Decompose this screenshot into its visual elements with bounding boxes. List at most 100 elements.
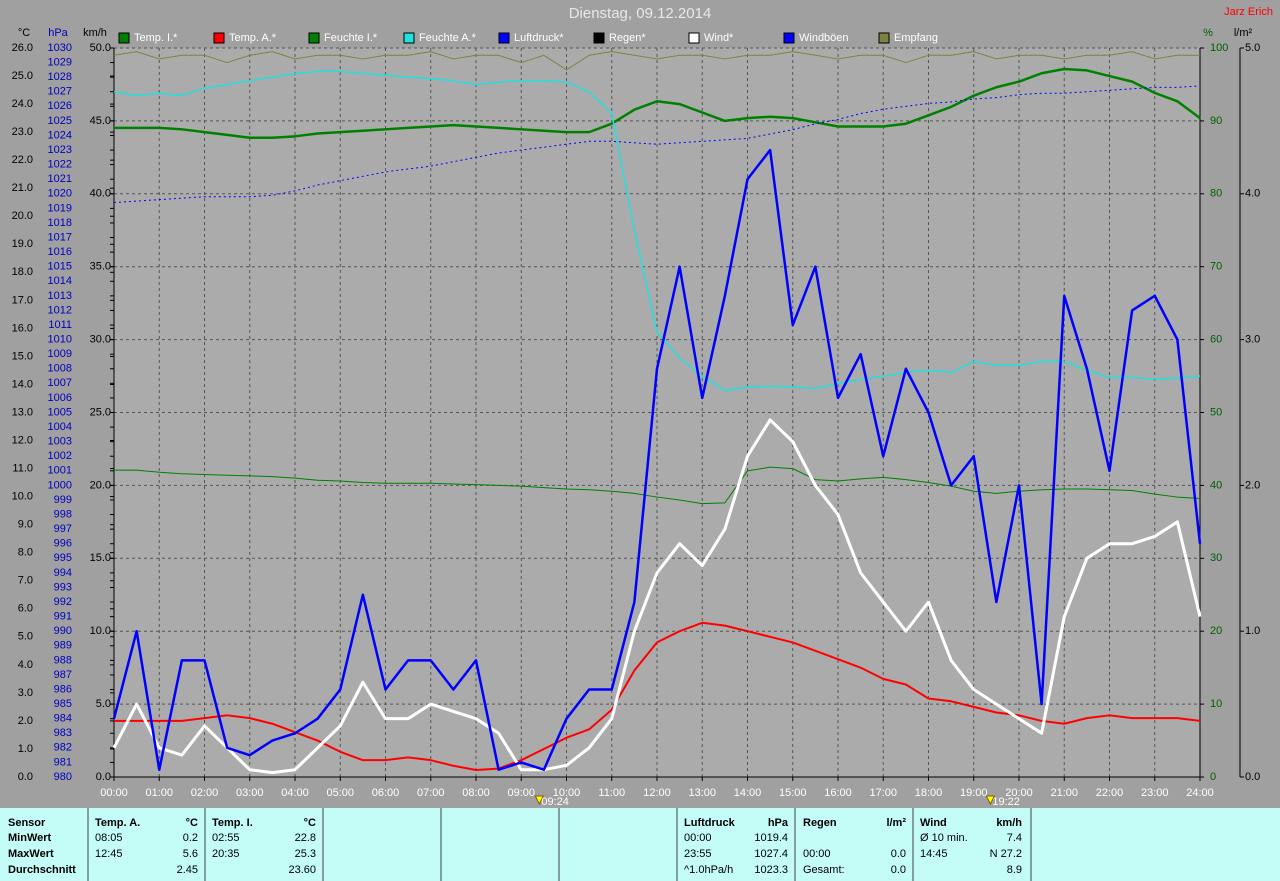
table-cell: ^1.0hPa/h (684, 864, 733, 876)
table-cell: 5.6 (183, 848, 198, 860)
y-tick-label: 982 (54, 742, 72, 754)
sun-marker (534, 795, 545, 806)
y-tick-label: 60 (1210, 334, 1222, 346)
table-cell: N 27.2 (990, 848, 1022, 860)
legend-swatch (118, 32, 130, 44)
table-cell: 2.45 (177, 864, 198, 876)
y-tick-label: 25.0 (90, 406, 111, 418)
y-tick-label: 1028 (48, 71, 72, 83)
table-cell: 1023.3 (754, 864, 788, 876)
table-cell: 8.9 (1007, 864, 1022, 876)
table-cell: MinWert (8, 832, 52, 844)
axis-unit: °C (18, 27, 30, 39)
series-line (113, 70, 1201, 392)
table-cell: Ø 10 min. (920, 832, 968, 844)
y-tick-label: 1002 (48, 450, 72, 462)
y-tick-label: 100 (1210, 42, 1228, 54)
y-tick-label: 0 (1210, 771, 1216, 783)
series-line (114, 67, 1201, 139)
y-tick-label: 0.0 (18, 771, 33, 783)
axis-unit: km/h (83, 27, 107, 39)
y-tick-label: 21.0 (12, 182, 33, 194)
series-line (112, 148, 1202, 771)
y-tick-label: 2.0 (18, 715, 33, 727)
table-header: °C (304, 817, 316, 829)
table-cell: 1019.4 (754, 832, 788, 844)
y-tick-label: 1004 (48, 421, 72, 433)
y-tick-label: 30.0 (90, 334, 111, 346)
table-header: hPa (768, 817, 789, 829)
legend-swatch (688, 32, 700, 44)
x-tick-label: 18:00 (915, 787, 943, 799)
y-tick-label: 992 (54, 596, 72, 608)
table-cell: 23.60 (288, 864, 316, 876)
y-tick-label: 1018 (48, 217, 72, 229)
y-tick-label: 20.0 (12, 210, 33, 222)
marker-label: 09:24 (541, 796, 569, 808)
legend-swatch (308, 32, 320, 44)
table-cell: 02:55 (212, 832, 240, 844)
y-tick-label: 1008 (48, 363, 72, 375)
y-tick-label: 4.0 (1245, 188, 1260, 200)
table-cell: 23:55 (684, 848, 712, 860)
series-line (112, 418, 1202, 775)
y-tick-label: 15.0 (12, 350, 33, 362)
y-tick-label: 993 (54, 581, 72, 593)
table-cell: Gesamt: (803, 864, 845, 876)
y-tick-label: 1019 (48, 202, 72, 214)
x-tick-label: 04:00 (281, 787, 309, 799)
legend-label: Empfang (894, 32, 938, 44)
y-tick-label: 1025 (48, 115, 72, 127)
y-tick-label: 30 (1210, 552, 1222, 564)
y-tick-label: 24.0 (12, 98, 33, 110)
y-tick-label: 1010 (48, 334, 72, 346)
y-tick-label: 990 (54, 625, 72, 637)
y-tick-label: 0.0 (96, 771, 111, 783)
y-tick-label: 1006 (48, 392, 72, 404)
y-tick-label: 1007 (48, 377, 72, 389)
y-tick-label: 10.0 (12, 491, 33, 503)
x-tick-label: 01:00 (145, 787, 173, 799)
y-tick-label: 987 (54, 669, 72, 681)
legend-swatch (878, 32, 890, 44)
y-tick-label: 1000 (48, 479, 72, 491)
y-tick-label: 50 (1210, 406, 1222, 418)
y-tick-label: 994 (54, 567, 72, 579)
legend-swatch (593, 32, 605, 44)
y-tick-label: 1011 (48, 319, 72, 331)
y-tick-label: 985 (54, 698, 72, 710)
x-tick-label: 23:00 (1141, 787, 1169, 799)
x-tick-label: 21:00 (1050, 787, 1078, 799)
y-tick-label: 16.0 (12, 322, 33, 334)
legend-label: Wind* (704, 32, 734, 44)
y-tick-label: 1.0 (18, 743, 33, 755)
table-cell: 25.3 (295, 848, 316, 860)
legend-label: Temp. I.* (134, 32, 178, 44)
x-tick-label: 24:00 (1186, 787, 1214, 799)
y-tick-label: 983 (54, 727, 72, 739)
legend-label: Regen* (609, 32, 646, 44)
y-tick-label: 18.0 (12, 266, 33, 278)
series-line (113, 85, 1201, 204)
x-tick-label: 09:00 (507, 787, 535, 799)
y-tick-label: 995 (54, 552, 72, 564)
y-tick-label: 50.0 (90, 42, 111, 54)
table-header: Sensor (8, 817, 46, 829)
y-tick-label: 1014 (48, 275, 72, 287)
axis-unit: l/m² (1234, 27, 1253, 39)
chart-title: Dienstag, 09.12.2014 (569, 5, 712, 22)
x-tick-label: 12:00 (643, 787, 671, 799)
table-cell: 20:35 (212, 848, 240, 860)
table-cell: 14:45 (920, 848, 948, 860)
summary-table: Sensor Temp. A. °C Temp. I. °C Luftdruck hPa Re… (0, 808, 1280, 881)
y-tick-label: 23.0 (12, 126, 33, 138)
table-cell: 0.2 (183, 832, 198, 844)
y-tick-label: 25.0 (12, 70, 33, 82)
y-tick-label: 10 (1210, 698, 1222, 710)
y-tick-label: 981 (54, 756, 72, 768)
y-tick-label: 2.0 (1245, 479, 1260, 491)
y-tick-label: 13.0 (12, 406, 33, 418)
y-tick-label: 9.0 (18, 519, 33, 531)
y-tick-label: 3.0 (18, 687, 33, 699)
y-tick-label: 45.0 (90, 115, 111, 127)
